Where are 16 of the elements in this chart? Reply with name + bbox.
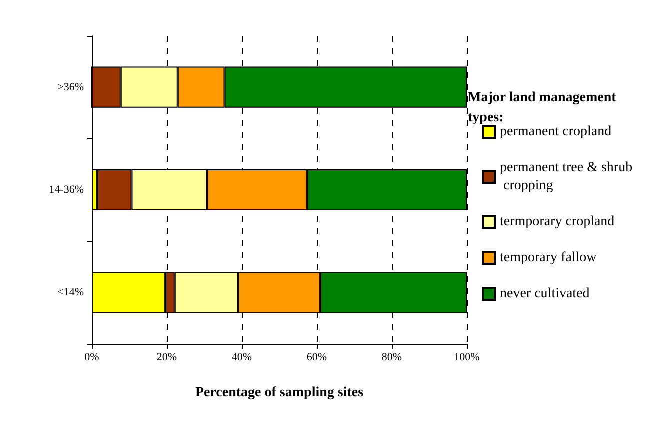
x-tick-label: 100%: [454, 352, 480, 364]
legend-title: Major land management types:: [468, 90, 620, 126]
legend-label: permanent tree & shrub cropping: [500, 160, 633, 194]
legend-label: termporary cropland: [500, 214, 615, 230]
x-axis-title: Percentage of sampling sites: [195, 386, 364, 400]
x-tick-label: 60%: [306, 352, 328, 364]
y-tick-label: 14-36%: [49, 184, 84, 196]
x-tick-label: 20%: [156, 352, 178, 364]
legend-label: never cultivated: [500, 286, 590, 302]
y-tick-label: >36%: [58, 81, 84, 94]
x-tick-label: 40%: [232, 352, 252, 364]
legend-label: temporary fallow: [500, 250, 598, 266]
x-tick-label: 80%: [382, 352, 402, 364]
x-tick-label: 0%: [84, 352, 100, 364]
legend-label: permanent cropland: [500, 124, 612, 140]
y-tick-label: <14%: [58, 286, 84, 299]
